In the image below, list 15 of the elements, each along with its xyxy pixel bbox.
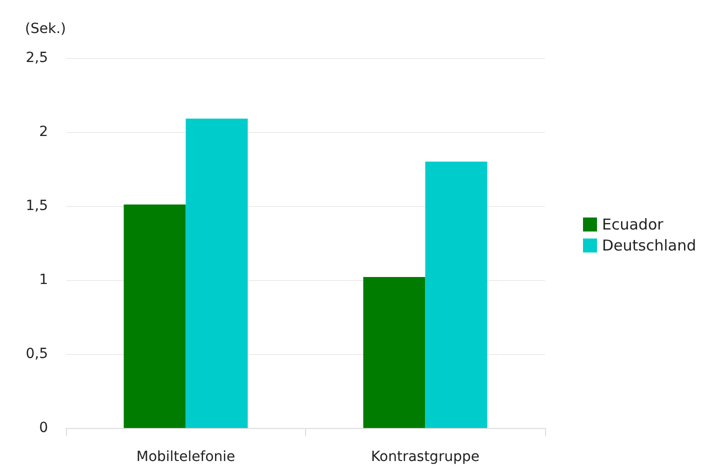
legend-label: Deutschland [602, 236, 696, 254]
legend-label: Ecuador [602, 216, 664, 234]
y-tick-label: 1,5 [26, 198, 48, 214]
x-tick-label: Mobiltelefonie [136, 449, 236, 465]
y-tick-label: 0 [39, 420, 48, 436]
y-tick-label: 1 [39, 272, 48, 288]
bar [363, 277, 426, 428]
y-tick-label: 2 [39, 124, 48, 140]
y-tick-label: 2,5 [26, 50, 48, 66]
y-tick-label: 0,5 [26, 346, 48, 362]
y-axis-title: (Sek.) [25, 21, 66, 37]
bar [425, 162, 488, 428]
x-tick-label: Kontrastgruppe [371, 449, 480, 465]
bar [124, 204, 186, 428]
bar [186, 118, 248, 428]
